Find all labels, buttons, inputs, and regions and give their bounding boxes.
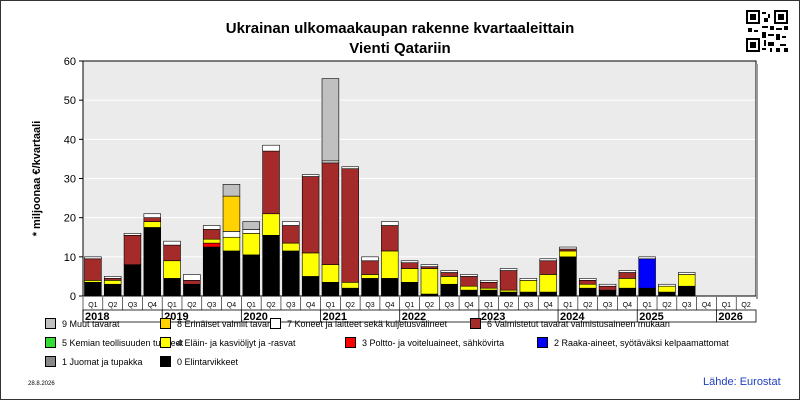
legend-label: 1 Juomat ja tupakka	[62, 356, 143, 367]
legend-item: 5 Kemian teollisuuden tuotteet	[45, 337, 183, 348]
legend-label: 2 Raaka-aineet, syötäväksi kelpaamattoma…	[554, 337, 729, 348]
legend-item: 6 Valmistetut tavarat valmistusaineen mu…	[470, 318, 670, 329]
legend-label: 0 Elintarvikkeet	[177, 356, 239, 367]
legend-swatch	[537, 337, 548, 348]
legend-item: 0 Elintarvikkeet	[160, 356, 238, 367]
legend-label: 9 Muut tavarat	[62, 318, 120, 329]
legend-item: 2 Raaka-aineet, syötäväksi kelpaamattoma…	[537, 337, 729, 348]
legend-swatch	[45, 318, 56, 329]
legend-swatch	[160, 337, 171, 348]
legend-label: 3 Poltto- ja voiteluaineet, sähkövirta	[362, 337, 505, 348]
legend-item: 3 Poltto- ja voiteluaineet, sähkövirta	[345, 337, 504, 348]
legend-label: 7 Koneet ja laitteet sekä kuljetusväline…	[287, 318, 448, 329]
legend-swatch	[345, 337, 356, 348]
legend-swatch	[45, 356, 56, 367]
qr-code-icon[interactable]	[746, 10, 788, 52]
chart-subtitle: Vienti Qatariin	[349, 40, 451, 57]
legend-item: 1 Juomat ja tupakka	[45, 356, 143, 367]
legend-swatch	[270, 318, 281, 329]
legend-item: 7 Koneet ja laitteet sekä kuljetusväline…	[270, 318, 447, 329]
legend-item: 8 Erinäiset valmiit tavarat	[160, 318, 278, 329]
legend-swatch	[160, 318, 171, 329]
source-label: Lähde: Eurostat	[703, 376, 781, 388]
legend-label: 4 Eläin- ja kasviöljyt ja -rasvat	[177, 337, 296, 348]
legend-label: 5 Kemian teollisuuden tuotteet	[62, 337, 184, 348]
legend-item: 9 Muut tavarat	[45, 318, 120, 329]
date-stamp: 28.8.2026	[28, 381, 55, 387]
legend-item: 4 Eläin- ja kasviöljyt ja -rasvat	[160, 337, 296, 348]
legend-label: 8 Erinäiset valmiit tavarat	[177, 318, 278, 329]
legend-label: 6 Valmistetut tavarat valmistusaineen mu…	[487, 318, 670, 329]
chart-title: Ukrainan ulkomaakaupan rakenne kvartaale…	[225, 20, 575, 37]
legend-swatch	[160, 356, 171, 367]
legend-swatch	[45, 337, 56, 348]
legend-swatch	[470, 318, 481, 329]
